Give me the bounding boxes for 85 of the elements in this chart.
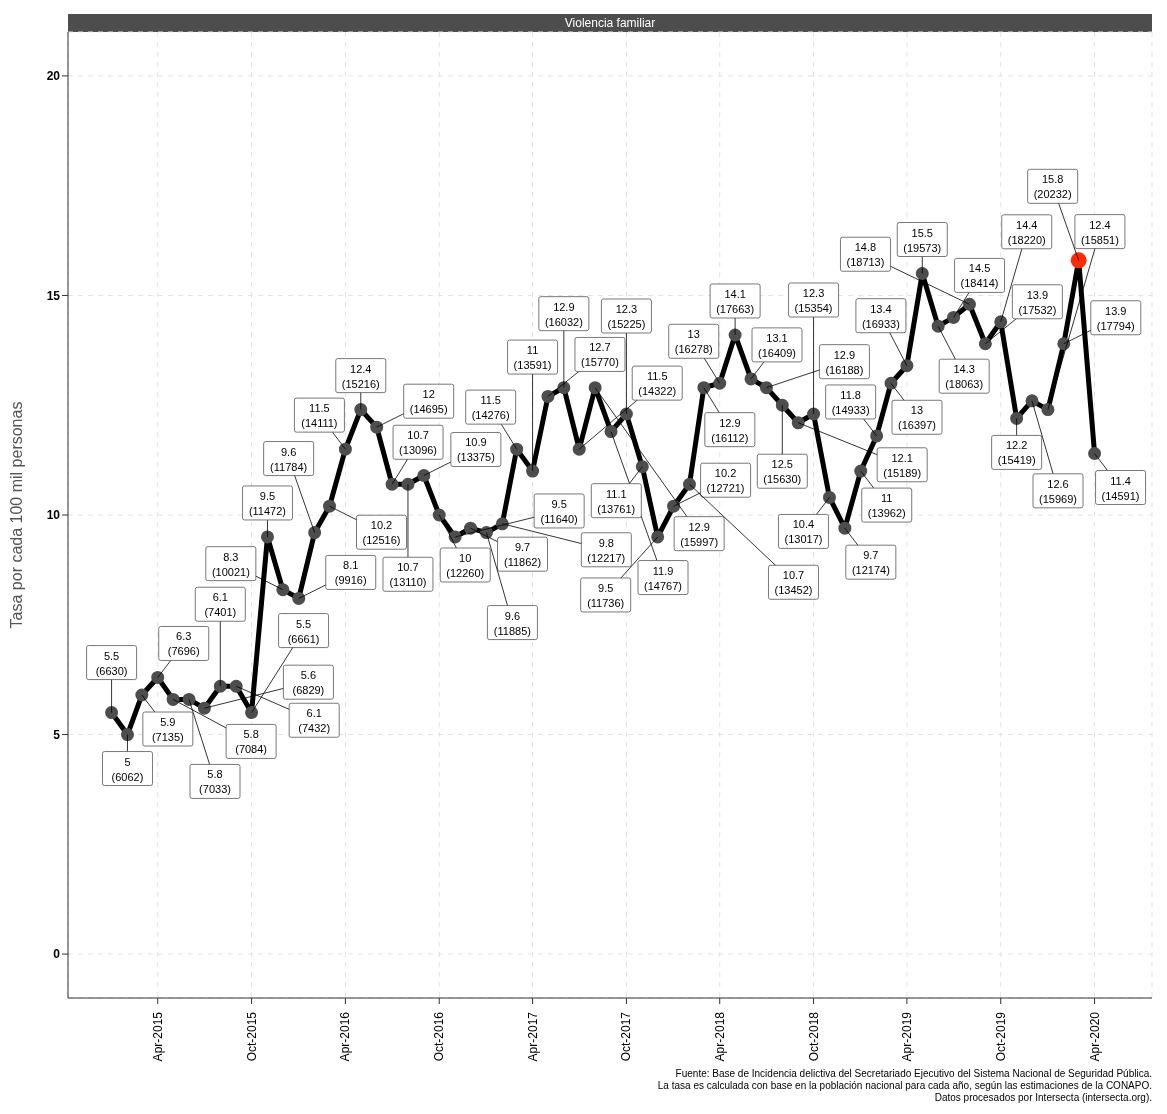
data-label: 11 (13591): [513, 344, 552, 372]
x-tick-label: Oct-2017: [619, 1011, 634, 1062]
data-label: 10.2 (12516): [362, 519, 401, 547]
data-label: 5 (6062): [111, 755, 144, 783]
data-label: 10.4 (13017): [784, 518, 823, 546]
x-tick-label: Apr-2015: [150, 1011, 165, 1062]
data-label: 14.1 (17663): [716, 287, 755, 315]
text: Datos procesados por Intersecta (intersecta.org).: [933, 1092, 1152, 1104]
data-label: 9.6 (11784): [270, 445, 308, 473]
data-label: 12.9 (16032): [544, 300, 583, 328]
data-label: 5.8 (7033): [199, 768, 231, 796]
text: La tasa es calculada con base en la población nacional para cada año, según las estimaciones de la CONAPO.: [656, 1080, 1152, 1092]
data-label: 5.6 (6829): [292, 669, 325, 697]
x-tick-label: Oct-2019: [993, 1011, 1008, 1062]
data-label: 14.3 (18063): [945, 363, 984, 391]
x-tick-label: Apr-2020: [1087, 1011, 1102, 1062]
data-label: 15.8 (20232): [1033, 173, 1072, 201]
data-label: 6.1 (7432): [298, 707, 331, 735]
y-tick-label: 10: [46, 508, 61, 523]
data-label: 6.1 (7401): [204, 591, 237, 619]
data-label: 5.5 (6661): [287, 617, 320, 645]
x-tick-label: Apr-2019: [899, 1011, 914, 1062]
data-label: 12.4 (15216): [341, 362, 380, 390]
data-label: 10.2 (12721): [706, 467, 745, 495]
data-label: 12.5 (15630): [763, 458, 802, 486]
data-label: 9.7 (11862): [503, 541, 542, 569]
x-tick-label: Oct-2016: [432, 1011, 447, 1062]
data-label: 8.3 (10021): [211, 550, 250, 578]
data-label: 14.4 (18220): [1007, 218, 1046, 246]
data-label: 10.9 (13375): [456, 436, 495, 464]
data-label: 13.9 (17532): [1018, 288, 1057, 316]
data-label: 12.7 (15770): [580, 341, 619, 369]
data-label: 11.1 (13761): [597, 487, 636, 515]
data-label: 9.5 (11640): [540, 497, 578, 525]
data-label: 11.9 (14767): [644, 564, 682, 592]
data-label: 12.3 (15225): [607, 303, 646, 331]
y-axis-title: Tasa por cada 100 mil personas: [7, 401, 25, 629]
data-label: 13 (16397): [898, 404, 936, 432]
chart-title: Violencia familiar: [68, 14, 1152, 32]
x-tick-label: Apr-2017: [525, 1011, 540, 1062]
y-tick-label: 20: [46, 69, 61, 84]
data-label: 10 (12260): [446, 552, 485, 579]
data-label: 9.5 (11736): [587, 581, 625, 609]
data-label: 12.2 (15419): [997, 439, 1036, 467]
data-label: 6.3 (7696): [167, 630, 200, 658]
data-label: 10.7 (13110): [389, 561, 427, 589]
data-label: 5.9 (7135): [151, 716, 184, 744]
data-label: 13 (16278): [674, 328, 713, 356]
data-label: 9.6 (11885): [493, 609, 531, 637]
data-label: 11 (13962): [867, 492, 906, 520]
data-label: 13.1 (16409): [758, 331, 796, 359]
data-label: 12.9 (16188): [825, 348, 864, 376]
data-label: 11.5 (14322): [638, 370, 677, 398]
data-label: 12.9 (16112): [711, 416, 749, 444]
data-label: 15.5 (19573): [903, 226, 942, 254]
data-label: 14.8 (18713): [846, 241, 885, 269]
data-label: 12.9 (15997): [680, 520, 719, 548]
y-tick-label: 0: [53, 947, 61, 962]
data-label: 13.9 (17794): [1096, 304, 1135, 332]
data-label: 11.8 (14933): [831, 388, 870, 416]
data-label: 5.5 (6630): [95, 649, 128, 677]
x-tick-label: Oct-2018: [806, 1011, 821, 1062]
x-tick-label: Oct-2015: [244, 1011, 259, 1062]
data-label: 12.1 (15189): [883, 451, 922, 479]
data-label: 13.4 (16933): [861, 302, 900, 330]
x-tick-label: Apr-2016: [338, 1011, 353, 1062]
data-label: 11.5 (14276): [471, 394, 510, 422]
data-label: 12.4 (15851): [1080, 218, 1119, 246]
data-label: 14.5 (18414): [960, 262, 999, 290]
data-label: 8.1 (9916): [334, 559, 367, 587]
data-label: 5.8 (7084): [235, 728, 268, 756]
data-label: 12 (14695): [409, 388, 448, 416]
y-tick-label: 5: [53, 727, 61, 742]
y-tick-label: 15: [46, 288, 61, 303]
data-label: 10.7 (13452): [774, 569, 813, 597]
data-label: 9.8 (12217): [587, 536, 626, 564]
data-label: 12.6 (15969): [1039, 477, 1077, 505]
data-label: 11.5 (14111): [301, 402, 338, 430]
data-label: 12.3 (15354): [794, 287, 833, 315]
data-label: 10.7 (13096): [399, 429, 438, 457]
source-note: Fuente: Base de Incidencia delictiva del Secretariado Ejecutivo del Sistema Nacional de Seguridad Pública.: [674, 1068, 1152, 1080]
data-label: 9.5 (11472): [248, 489, 287, 517]
data-label: 11.4 (14591): [1101, 474, 1140, 502]
x-tick-label: Apr-2018: [712, 1011, 727, 1062]
data-label: 9.7 (12174): [851, 549, 890, 577]
